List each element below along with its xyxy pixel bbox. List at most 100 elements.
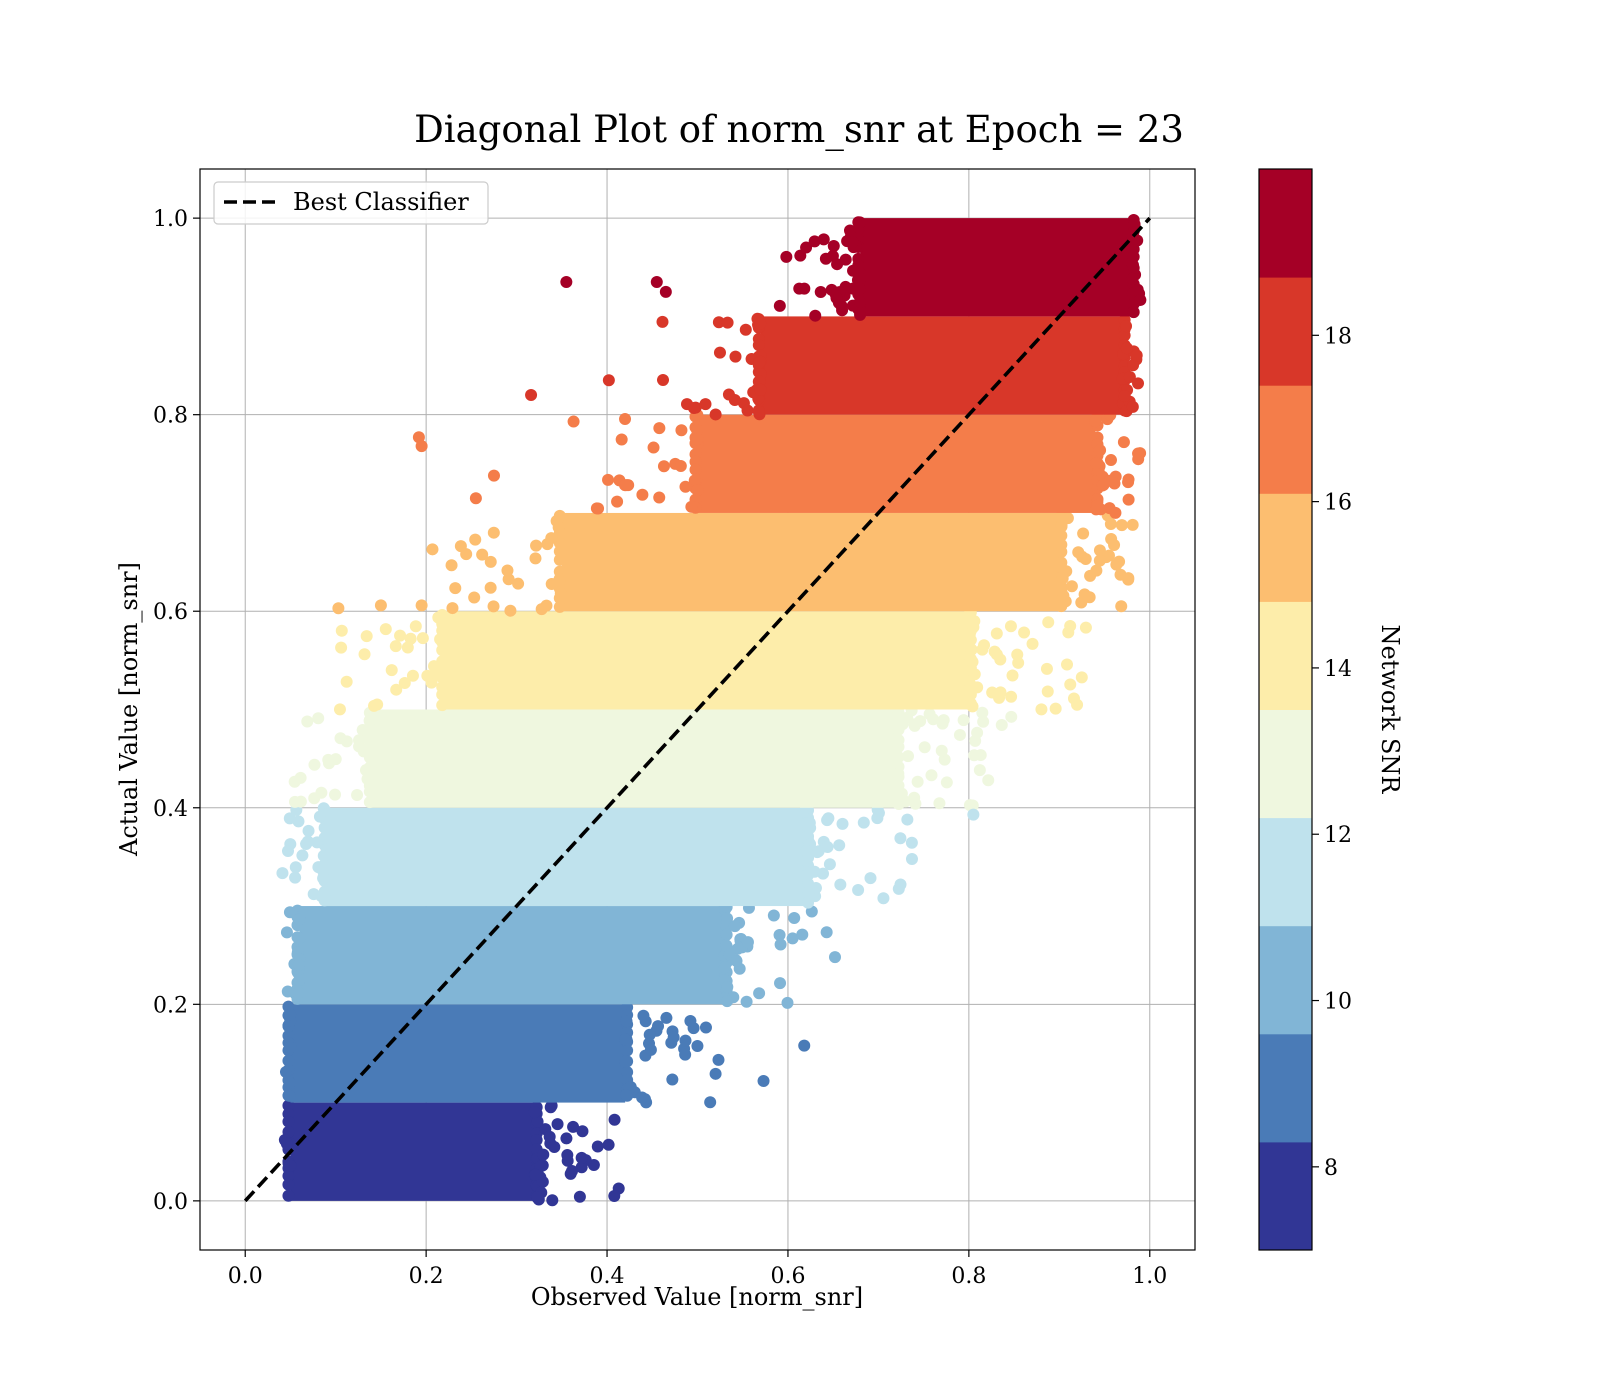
scatter-point bbox=[712, 316, 725, 329]
scatter-point bbox=[1042, 616, 1055, 629]
y-tick-label: 0.6 bbox=[153, 600, 188, 625]
scatter-point bbox=[543, 1130, 556, 1143]
scatter-point bbox=[718, 961, 731, 974]
scatter-point bbox=[1127, 359, 1140, 372]
y-tick-label: 0.8 bbox=[153, 404, 188, 429]
scatter-point bbox=[317, 849, 330, 862]
scatter-point bbox=[1114, 568, 1127, 581]
scatter-point bbox=[501, 564, 514, 577]
scatter-point bbox=[644, 1043, 657, 1056]
scatter-point bbox=[966, 655, 979, 668]
scatter-point bbox=[1132, 447, 1145, 460]
scatter-point bbox=[877, 892, 890, 905]
scatter-point bbox=[294, 771, 307, 784]
scatter-point bbox=[741, 404, 754, 417]
scatter-point bbox=[449, 582, 462, 595]
scatter-point bbox=[902, 750, 915, 763]
scatter-point bbox=[573, 1190, 586, 1203]
scatter-point bbox=[445, 559, 458, 572]
scatter-point bbox=[800, 241, 813, 254]
scatter-point bbox=[1117, 436, 1130, 449]
scatter-point-outlier bbox=[332, 602, 345, 615]
scatter-point bbox=[528, 1106, 541, 1119]
scatter-point bbox=[728, 920, 741, 933]
colorbar-segment bbox=[1259, 169, 1312, 278]
scatter-point bbox=[312, 712, 325, 725]
colorbar-segment bbox=[1259, 277, 1312, 386]
scatter-point bbox=[1004, 620, 1017, 633]
scatter-point bbox=[937, 714, 950, 727]
scatter-point bbox=[637, 1009, 650, 1022]
scatter-point bbox=[1041, 685, 1054, 698]
colorbar-segment bbox=[1259, 493, 1312, 602]
scatter-point bbox=[283, 1076, 296, 1089]
scatter-point bbox=[721, 980, 734, 993]
scatter-point bbox=[530, 1134, 543, 1147]
scatter-point bbox=[512, 577, 525, 590]
scatter-point bbox=[1071, 698, 1084, 711]
scatter-point bbox=[1026, 637, 1039, 650]
scatter-point bbox=[1122, 476, 1135, 489]
scatter-point bbox=[712, 1053, 725, 1066]
scatter-point bbox=[351, 788, 364, 801]
scatter-point-outlier bbox=[967, 808, 980, 821]
scatter-point bbox=[995, 718, 1008, 731]
scatter-point bbox=[685, 500, 698, 513]
scatter-point-outlier bbox=[415, 440, 428, 453]
scatter-point bbox=[839, 253, 852, 266]
scatter-point bbox=[276, 867, 289, 880]
scatter-point bbox=[333, 703, 346, 716]
scatter-point bbox=[1118, 329, 1131, 342]
scatter-point bbox=[454, 540, 467, 553]
scatter-point bbox=[720, 939, 733, 952]
scatter-point bbox=[544, 1101, 557, 1114]
scatter-point bbox=[968, 749, 981, 762]
scatter-point bbox=[834, 878, 847, 891]
scatter-point bbox=[1108, 538, 1121, 551]
scatter-point bbox=[529, 552, 542, 565]
scatter-point-outlier bbox=[901, 813, 914, 826]
scatter-point bbox=[283, 906, 296, 919]
scatter-point bbox=[323, 757, 336, 770]
scatter-point bbox=[699, 398, 712, 411]
colorbar-tick-label: 10 bbox=[1324, 990, 1352, 1015]
scatter-point bbox=[667, 1031, 680, 1044]
scatter-point bbox=[602, 473, 615, 486]
scatter-point bbox=[548, 1140, 561, 1153]
scatter-point-outlier bbox=[602, 374, 615, 387]
scatter-point bbox=[809, 882, 822, 895]
scatter-point bbox=[905, 836, 918, 849]
scatter-point bbox=[774, 977, 787, 990]
scatter-point bbox=[687, 401, 700, 414]
scatter-point bbox=[1134, 293, 1147, 306]
scatter-point bbox=[1126, 272, 1139, 285]
scatter-point bbox=[311, 836, 324, 849]
scatter-point bbox=[398, 676, 411, 689]
colorbar-ticks: 8 10 12 14 16 18 bbox=[1312, 324, 1352, 1181]
scatter-point bbox=[1055, 529, 1068, 542]
scatter-point bbox=[704, 1096, 717, 1109]
scatter-point bbox=[908, 718, 921, 731]
scatter-point bbox=[774, 938, 787, 951]
scatter-point bbox=[890, 750, 903, 763]
scatter-point bbox=[1064, 678, 1077, 691]
scatter-point bbox=[781, 996, 794, 1009]
scatter-point bbox=[833, 839, 846, 852]
colorbar-segment bbox=[1259, 817, 1312, 927]
scatter-point bbox=[487, 600, 500, 613]
scatter-point bbox=[289, 861, 302, 874]
scatter-point bbox=[340, 735, 353, 748]
scatter-point bbox=[830, 292, 843, 305]
scatter-point bbox=[436, 699, 449, 712]
y-tick-label: 0.0 bbox=[153, 1190, 188, 1215]
scatter-point bbox=[679, 1034, 692, 1047]
scatter-point bbox=[653, 422, 666, 435]
plot-frame bbox=[199, 168, 1196, 1251]
scatter-point bbox=[925, 769, 938, 782]
scatter-point bbox=[730, 955, 743, 968]
scatter-point bbox=[468, 591, 481, 604]
scatter-point bbox=[636, 1091, 649, 1104]
scatter-point bbox=[553, 545, 566, 558]
scatter-point bbox=[406, 669, 419, 682]
scatter-point-cluster bbox=[299, 906, 725, 1005]
